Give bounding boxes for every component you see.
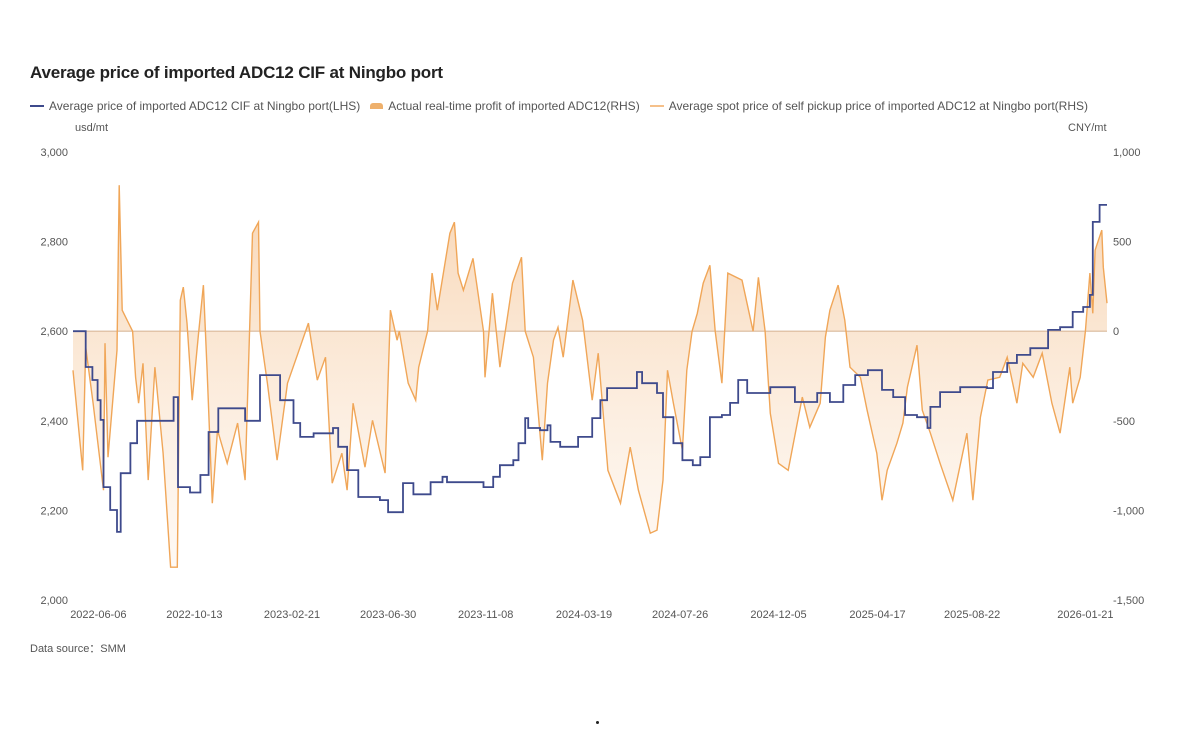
right-axis-tick-label: -1,000 (1113, 505, 1144, 517)
x-axis-tick-label: 2025-08-22 (944, 609, 1000, 621)
right-axis-tick-label: -500 (1113, 416, 1135, 428)
legend-item-spot[interactable]: Average spot price of self pickup price … (649, 99, 1089, 113)
left-axis-tick-label: 3,000 (40, 147, 68, 159)
data-source: Data source：SMM (30, 643, 126, 655)
legend-item-profit[interactable]: Actual real-time profit of imported ADC1… (370, 99, 640, 113)
right-axis-unit: CNY/mt (1068, 122, 1107, 134)
legend-item-cif[interactable]: Average price of imported ADC12 CIF at N… (30, 99, 360, 113)
legend-label-spot: Average spot price of self pickup price … (668, 99, 1089, 113)
right-axis-tick-label: 0 (1113, 326, 1119, 338)
x-axis-tick-label: 2024-03-19 (556, 609, 612, 621)
x-axis-tick-label: 2024-12-05 (750, 609, 806, 621)
x-axis-tick-label: 2023-11-08 (458, 609, 513, 621)
legend-swatch-profit (370, 103, 384, 109)
right-axis-tick-label: -1,500 (1113, 595, 1144, 607)
legend-label-cif: Average price of imported ADC12 CIF at N… (49, 99, 361, 113)
x-axis-tick-label: 2023-02-21 (264, 609, 320, 621)
right-axis-tick-label: 500 (1113, 237, 1131, 249)
legend-swatch-spot (649, 105, 664, 107)
legend: Average price of imported ADC12 CIF at N… (30, 99, 1088, 113)
left-axis-tick-label: 2,200 (40, 505, 68, 517)
x-axis-tick-label: 2024-07-26 (652, 609, 708, 621)
cif-series-line (73, 204, 1107, 533)
left-axis-tick-label: 2,600 (40, 326, 68, 338)
stray-dot (596, 721, 599, 724)
x-axis-tick-label: 2025-04-17 (849, 609, 905, 621)
x-axis-tick-label: 2026-01-21 (1057, 609, 1113, 621)
left-axis-tick-label: 2,000 (40, 595, 68, 607)
left-axis-tick-label: 2,400 (40, 416, 68, 428)
chart-title: Average price of imported ADC12 CIF at N… (30, 63, 443, 82)
left-axis-tick-label: 2,800 (40, 237, 68, 249)
right-axis-tick-label: 1,000 (1113, 147, 1141, 159)
legend-swatch-cif (30, 105, 44, 107)
profit-series-line (72, 185, 1108, 568)
legend-label-profit: Actual real-time profit of imported ADC1… (388, 99, 640, 113)
x-axis-tick-label: 2022-06-06 (70, 609, 126, 621)
left-axis-unit: usd/mt (75, 122, 109, 134)
x-axis-tick-label: 2023-06-30 (360, 609, 416, 621)
x-axis-tick-label: 2022-10-13 (166, 609, 222, 621)
